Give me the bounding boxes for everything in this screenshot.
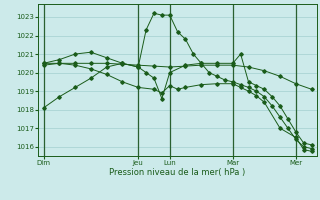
X-axis label: Pression niveau de la mer( hPa ): Pression niveau de la mer( hPa ) xyxy=(109,168,246,177)
